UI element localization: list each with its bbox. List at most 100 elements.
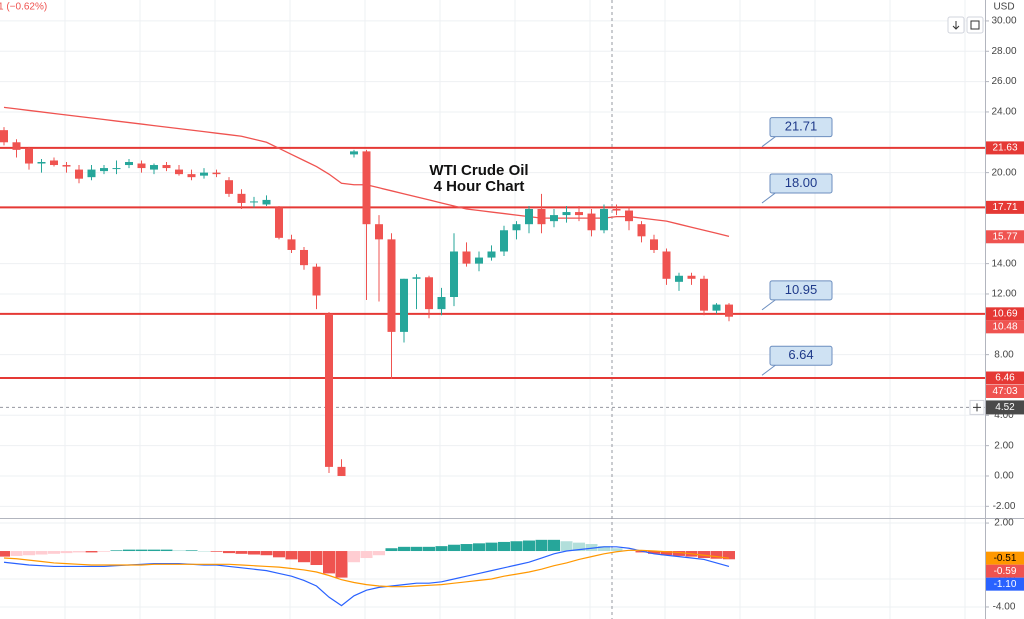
histogram-bar xyxy=(160,549,173,552)
histogram-bar xyxy=(585,544,598,552)
candle-body xyxy=(487,251,496,258)
y-tick-label: 0.00 xyxy=(994,471,1014,482)
price-tag xyxy=(986,307,1024,321)
histogram-bar xyxy=(598,546,610,552)
candle-body xyxy=(637,224,646,237)
candle-body xyxy=(50,160,58,166)
y-tick-label: 24.00 xyxy=(991,107,1016,118)
histogram-bar xyxy=(635,551,648,553)
histogram-bar xyxy=(348,551,360,563)
histogram-bar xyxy=(323,551,335,574)
histogram-bar xyxy=(610,548,623,552)
price-tag-label: -1.10 xyxy=(994,579,1017,590)
callout-label: 10.95 xyxy=(785,282,818,297)
candle-body xyxy=(625,210,633,222)
y-tick-label: 4.00 xyxy=(994,410,1014,421)
candle-body xyxy=(287,239,296,250)
histogram-bar xyxy=(35,551,48,555)
candle-body xyxy=(537,209,546,225)
y-tick-label: 12.00 xyxy=(991,289,1016,300)
histogram-bar xyxy=(660,551,673,556)
candle-body xyxy=(262,199,271,205)
callout-box xyxy=(769,173,833,194)
histogram-bar xyxy=(48,551,60,554)
macd-line xyxy=(3,549,730,588)
histogram-bar xyxy=(198,551,210,552)
price-tag-label: 21.63 xyxy=(992,143,1017,154)
histogram-bar xyxy=(385,548,398,552)
histogram-bar xyxy=(410,546,423,552)
histogram-bar xyxy=(85,551,98,553)
callout-box xyxy=(769,117,833,138)
chart-title: WTI Crude Oil xyxy=(429,162,528,179)
histogram-bar xyxy=(23,551,35,556)
histogram-bar xyxy=(335,551,348,578)
candle-body xyxy=(225,180,233,194)
price-tag-label: 10.48 xyxy=(992,321,1017,332)
grid xyxy=(0,0,985,619)
currency: USD xyxy=(993,2,1014,13)
histogram-bar xyxy=(360,551,373,559)
histogram-bar xyxy=(460,544,473,552)
settings-button[interactable] xyxy=(966,16,984,34)
candle-body xyxy=(337,466,346,476)
histogram-bar xyxy=(648,551,660,554)
toolbar xyxy=(947,16,984,34)
histogram-bar xyxy=(110,550,123,552)
histogram-bar xyxy=(548,539,560,552)
candle-body xyxy=(612,209,621,211)
histogram-bar xyxy=(473,543,485,552)
histogram-bar xyxy=(248,551,260,555)
arrow-icon xyxy=(952,21,960,30)
candle-body xyxy=(112,168,121,170)
candle-body xyxy=(275,207,283,238)
candle-body xyxy=(137,163,146,169)
callout-label: 21.71 xyxy=(785,119,818,134)
candle-body xyxy=(175,169,183,175)
price-tag-label: 10.69 xyxy=(992,308,1017,319)
histogram-bar xyxy=(448,544,460,552)
candle-body xyxy=(587,213,596,231)
candle-body xyxy=(187,174,196,178)
crosshair-tag xyxy=(986,400,1024,415)
histogram-bar xyxy=(185,550,198,552)
histogram-bar xyxy=(223,551,235,554)
callout-label: 18.00 xyxy=(785,175,818,190)
y-tick-label: 2.00 xyxy=(994,518,1014,529)
histogram-bar xyxy=(373,551,385,556)
histogram-bar xyxy=(10,551,23,556)
price-tag xyxy=(986,371,1024,385)
candle-body xyxy=(100,168,108,172)
y-tick-label: -2.00 xyxy=(993,501,1016,512)
square-icon xyxy=(970,20,980,30)
price-tag xyxy=(986,320,1024,334)
crosshair-label: 4.52 xyxy=(995,402,1015,413)
candle-body xyxy=(300,249,308,266)
price-tag xyxy=(986,564,1024,578)
histogram-bar xyxy=(673,551,685,556)
histogram-bar xyxy=(235,551,248,554)
histogram-bar xyxy=(310,551,323,566)
histogram-bar xyxy=(485,542,498,552)
histogram-bar xyxy=(98,551,110,552)
candle-body xyxy=(250,201,258,203)
price-tag xyxy=(986,551,1024,565)
price-tag xyxy=(986,141,1024,155)
candle-body xyxy=(325,313,333,467)
candle-body xyxy=(312,266,321,296)
candle-body xyxy=(162,165,171,169)
candle-body xyxy=(600,209,608,231)
candle-body xyxy=(700,278,708,311)
histogram-bar xyxy=(698,551,710,559)
candle-body xyxy=(200,172,208,176)
y-tick-label: 8.00 xyxy=(994,349,1014,360)
candle-body xyxy=(550,215,558,222)
candle-body xyxy=(350,151,358,155)
y-tick-label: 30.00 xyxy=(991,16,1016,27)
y-tick-label: 14.00 xyxy=(991,258,1016,269)
countdown: 47:03 xyxy=(992,386,1017,397)
price-tag-label: 17.71 xyxy=(992,202,1017,213)
histogram-bar xyxy=(210,551,223,552)
candle-body xyxy=(62,165,71,167)
